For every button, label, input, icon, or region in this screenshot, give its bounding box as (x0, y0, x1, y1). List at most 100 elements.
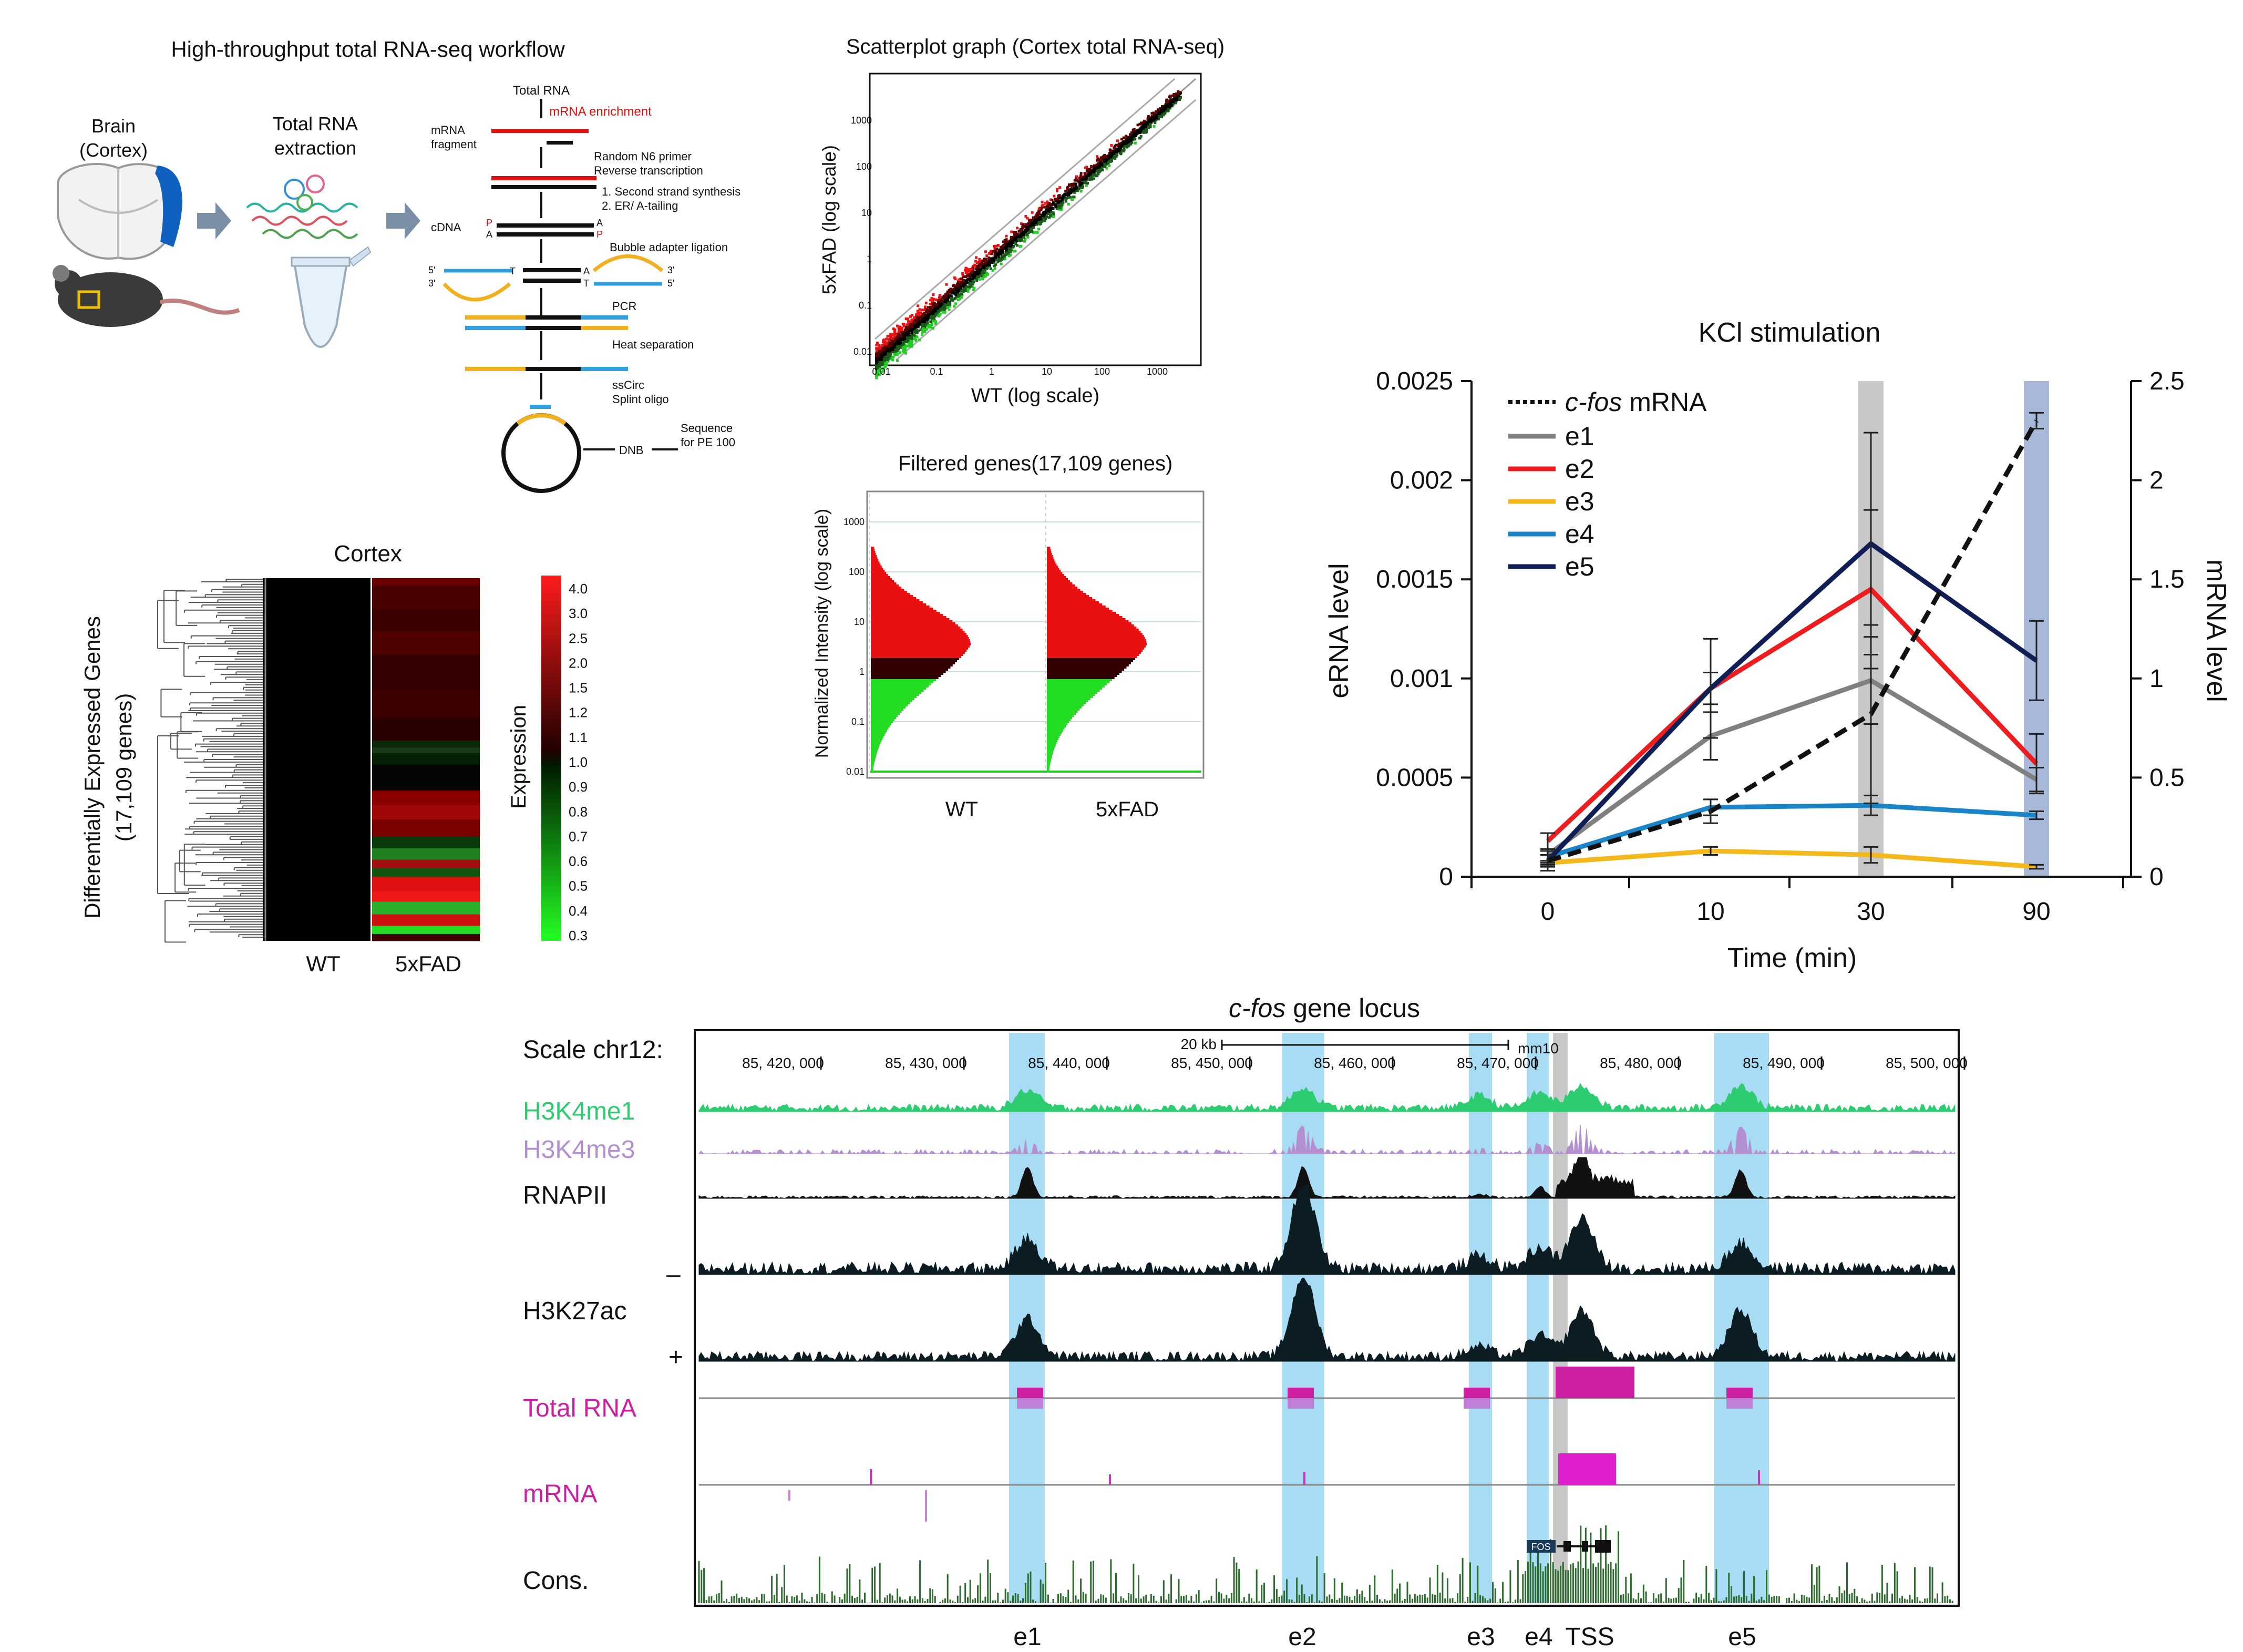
step-random-primer-1: Random N6 primer (594, 150, 692, 163)
step-second-strand-1: 1. Second strand synthesis (602, 185, 740, 198)
filtered-ytick: 0.01 (846, 766, 865, 777)
series-line-c-fos-mRNA (1547, 419, 2039, 864)
tube-icon (291, 246, 372, 348)
step-mrna-fragment-1: mRNA (431, 124, 465, 137)
svg-text:5': 5' (428, 265, 435, 275)
series-lines (1540, 412, 2044, 872)
workflow-panel: High-throughput total RNA-seq workflow B… (53, 37, 740, 493)
track-label-Cons: Cons. (523, 1567, 589, 1595)
step-sscirc-1: ssCirc (612, 378, 644, 392)
step-cdna: cDNA (431, 221, 461, 234)
step-sequence-1: Sequence (681, 422, 733, 435)
scatter-title: Scatterplot graph (Cortex total RNA-seq) (846, 35, 1225, 58)
series-line-e5 (1546, 541, 2038, 863)
coord-label: 85, 470, 000 (1457, 1055, 1539, 1071)
heatmap-col-wt: WT (306, 951, 340, 976)
filtered-panel: Filtered genes(17,109 genes) 0.01 0.1 1 10 1… (812, 452, 1205, 821)
scale-tick-label: 0.6 (569, 854, 588, 869)
track-label-TotalRNA: Total RNA (523, 1394, 636, 1422)
step-second-strand-2: 2. ER/ A-tailing (602, 199, 678, 212)
assembly-label: mm10 (1518, 1040, 1559, 1056)
legend-label-cfos: c-fos mRNA (1565, 387, 1707, 417)
svg-text:3': 3' (667, 265, 674, 275)
scatter-xtick: 0.1 (930, 366, 943, 377)
y2-tick-label: 1.5 (2149, 566, 2185, 593)
scale-tick-label: 0.5 (569, 878, 588, 894)
filtered-ytick: 1 (859, 666, 865, 677)
expression-scale-ticks: 4.0 3.0 2.5 2.0 1.5 1.2 1.1 1.0 0.9 0.8 0.7 0.6 0.5 0… (569, 581, 588, 943)
heatmap-panel: Cortex Differentially Expressed Genes (1… (80, 541, 588, 976)
enhancer-labels: e1 e2 e3 e4 TSS e5 (1013, 1623, 1756, 1651)
workflow-title: High-throughput total RNA-seq workflow (171, 37, 565, 61)
scatter-ytick: 0.1 (859, 300, 872, 311)
scatter-xtick: 100 (1094, 366, 1110, 377)
filtered-grid: 0.01 0.1 1 10 100 1000 (843, 517, 1201, 777)
enhancer-label-e3: e3 (1467, 1623, 1495, 1651)
dendrogram (157, 579, 263, 943)
fos-gene: FOS (1527, 1540, 1611, 1553)
enhancer-label-e1: e1 (1013, 1623, 1041, 1651)
series-line-e2 (1546, 587, 2039, 843)
library-prep-schematic: Total RNA mRNA enrichment mRNA fragment … (428, 84, 740, 493)
chart-title: KCl stimulation (1699, 317, 1881, 348)
svg-text:T: T (583, 278, 589, 289)
svg-text:3': 3' (428, 278, 435, 289)
scale-tick-label: 1.0 (569, 754, 588, 770)
y-axis-label-left: eRNA level (1324, 563, 1354, 698)
svg-text:A: A (486, 229, 492, 240)
enhancer-label-e4: e4 (1525, 1623, 1552, 1651)
svg-text:P: P (486, 218, 492, 228)
coord-label: 85, 450, 000 (1171, 1055, 1253, 1071)
y-tick-label: 0 (1439, 863, 1453, 891)
scatter-points (874, 78, 1196, 379)
y2-tick-label: 1 (2149, 665, 2164, 693)
y2-tick-label: 0 (2149, 863, 2164, 891)
extraction-label-1: Total RNA (273, 113, 358, 135)
step-sscirc-2: Splint oligo (612, 393, 669, 406)
scatter-xtick: 1 (989, 366, 994, 377)
heatmap-ylabel-1: Differentially Expressed Genes (80, 616, 105, 919)
x-tick-label: 30 (1857, 898, 1885, 926)
scatter-ytick: 100 (856, 161, 872, 172)
filtered-group-5xfad: 5xFAD (1096, 798, 1159, 821)
legend-label-e4: e4 (1565, 519, 1594, 549)
coord-label: 85, 490, 000 (1743, 1055, 1825, 1071)
x-axis-label: Time (min) (1727, 943, 1857, 973)
scale-tick-label: 4.0 (569, 581, 588, 597)
enhancer-label-TSS: TSS (1565, 1623, 1614, 1651)
arrow-icon (197, 202, 231, 239)
step-heat-separation: Heat separation (612, 338, 694, 351)
locus-panel: c-fos gene locus Scale chr12: 20 kb mm10… (523, 993, 1968, 1651)
scatter-xlabel: WT (log scale) (971, 385, 1099, 407)
scatter-ylabel: 5xFAD (log scale) (818, 145, 840, 294)
gene-label: FOS (1531, 1542, 1550, 1552)
legend-label-e2: e2 (1565, 454, 1594, 484)
track-label-H3K4me3: H3K4me3 (523, 1136, 635, 1164)
scatter-ytick: 1000 (851, 115, 872, 126)
filtered-ytick: 1000 (843, 517, 865, 527)
scale-tick-label: 0.3 (569, 928, 588, 943)
axis-ticks: 0 0.0005 0.001 0.0015 0.002 0.0025 0 0.5 1 1.5 2 2.… (1376, 367, 2185, 926)
scale-bar: 20 kb mm10 (1181, 1036, 1559, 1056)
svg-text:5': 5' (667, 278, 674, 289)
y-tick-label: 0.001 (1390, 665, 1453, 693)
legend-label-e1: e1 (1565, 422, 1594, 451)
coord-label: 85, 440, 000 (1028, 1055, 1110, 1071)
step-bubble-ligation: Bubble adapter ligation (610, 241, 728, 254)
mouse-icon (53, 265, 240, 327)
coord-label: 85, 500, 000 (1886, 1055, 1968, 1071)
expression-scale-bar (541, 576, 561, 941)
scale-tick-label: 0.9 (569, 779, 588, 795)
kcl-chart-panel: KCl stimulation 00.00050.0010.00150.0020… (1324, 317, 2231, 973)
scatter-xtick: 0.01 (872, 366, 890, 377)
filtered-violins (869, 494, 1201, 773)
enhancer-label-e5: e5 (1728, 1623, 1756, 1651)
arrow-icon (386, 202, 420, 239)
y2-tick-label: 0.5 (2149, 764, 2185, 792)
y-tick-label: 0.002 (1390, 467, 1453, 495)
coord-label: 85, 420, 000 (742, 1055, 824, 1071)
step-total-rna: Total RNA (513, 84, 570, 98)
scatter-xtick: 1000 (1147, 366, 1168, 377)
scale-label: Scale chr12: (523, 1036, 663, 1064)
